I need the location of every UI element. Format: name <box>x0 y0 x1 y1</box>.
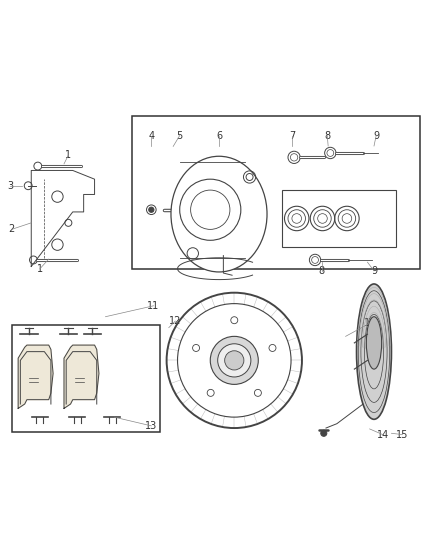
Circle shape <box>193 344 200 351</box>
Text: 5: 5 <box>177 131 183 141</box>
Text: 8: 8 <box>324 131 330 141</box>
Circle shape <box>148 207 154 212</box>
Ellipse shape <box>171 156 267 272</box>
Text: 11: 11 <box>147 301 159 311</box>
Text: 7: 7 <box>289 131 296 141</box>
Circle shape <box>269 344 276 351</box>
Text: 3: 3 <box>7 181 14 191</box>
Text: 2: 2 <box>8 224 15 235</box>
Text: 9: 9 <box>373 131 379 141</box>
Circle shape <box>218 344 251 377</box>
Circle shape <box>225 351 244 370</box>
Text: 9: 9 <box>371 266 377 276</box>
Text: 12: 12 <box>169 316 181 326</box>
Text: 14: 14 <box>377 430 389 440</box>
Bar <box>283 190 396 247</box>
Text: 10: 10 <box>364 318 376 328</box>
Circle shape <box>231 317 238 324</box>
Text: 15: 15 <box>396 430 409 440</box>
Bar <box>12 326 160 432</box>
Text: 1: 1 <box>37 264 43 273</box>
Circle shape <box>210 336 258 384</box>
Text: 4: 4 <box>148 131 154 141</box>
Text: 6: 6 <box>216 131 222 141</box>
Circle shape <box>254 390 261 397</box>
Circle shape <box>207 390 214 397</box>
Polygon shape <box>18 345 53 408</box>
Ellipse shape <box>357 284 392 419</box>
Circle shape <box>321 430 327 437</box>
Bar <box>132 116 420 269</box>
Text: 13: 13 <box>145 421 157 431</box>
Ellipse shape <box>366 317 381 369</box>
Polygon shape <box>64 345 99 408</box>
Text: 1: 1 <box>65 150 71 160</box>
Text: 8: 8 <box>318 266 325 276</box>
